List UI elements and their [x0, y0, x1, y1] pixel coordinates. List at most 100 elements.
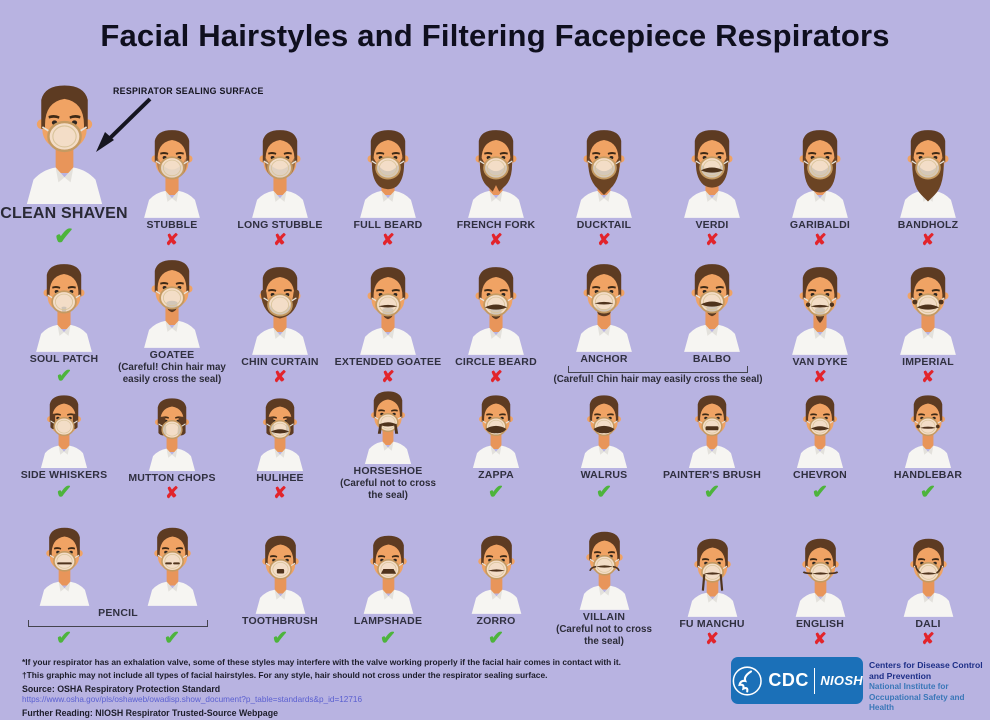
source-link[interactable]: https://www.osha.gov/pls/oshaweb/owadisp…: [22, 695, 363, 705]
style-label: EXTENDED GOATEE: [334, 356, 442, 368]
style-label: LAMPSHADE: [353, 615, 423, 627]
balbo-avatar: [684, 264, 740, 352]
style-cell-horseshoe: HORSESHOE (Careful not to cross the seal): [334, 388, 442, 502]
cross-icon: ✘: [921, 631, 935, 648]
logo-divider: [813, 667, 816, 694]
style-cell-ducktail: DUCKTAIL ✘: [550, 126, 658, 249]
cross-icon: ✘: [597, 232, 611, 249]
check-icon: ✔: [920, 482, 936, 503]
style-cell-verdi: VERDI ✘: [658, 126, 766, 249]
garibaldi-avatar: [792, 130, 848, 218]
style-cell-clean-shaven: CLEAN SHAVEN ✔: [0, 80, 128, 249]
villain-avatar: [579, 531, 629, 611]
style-label: VAN DYKE: [792, 356, 848, 368]
cross-icon: ✘: [705, 631, 719, 648]
style-label: IMPERIAL: [902, 356, 954, 368]
style-cell-lampshade: LAMPSHADE ✔: [334, 532, 442, 648]
org-text: Centers for Disease Control and Preventi…: [869, 660, 987, 713]
horseshoe-avatar: [364, 391, 412, 465]
style-cell-full-beard: FULL BEARD ✘: [334, 126, 442, 249]
check-icon: ✔: [164, 628, 180, 649]
styles-row-3: SIDE WHISKERS ✔ MUTTON CHOPS ✘ HULIHEE ✘ HORSE…: [10, 388, 982, 502]
style-cell-mutton-chops: MUTTON CHOPS ✘: [118, 395, 226, 502]
chevron-avatar: [796, 395, 844, 468]
cross-icon: ✘: [813, 232, 827, 249]
stubble-avatar: [144, 130, 200, 218]
style-cell-chin-curtain: CHIN CURTAIN ✘: [226, 263, 334, 386]
style-cell-hulihee: HULIHEE ✘: [226, 395, 334, 502]
annotation-arrow: [88, 94, 158, 158]
style-cell-fu-manchu: FU MANCHU ✘: [658, 535, 766, 648]
style-cell-english: ENGLISH ✘: [766, 535, 874, 648]
style-cell-zorro: ZORRO ✔: [442, 532, 550, 648]
group-avatars: ANCHOR BALBO: [550, 260, 766, 365]
circle-beard-avatar: [468, 267, 524, 355]
verdi-avatar: [684, 130, 740, 218]
style-cell-french-fork: FRENCH FORK ✘: [442, 126, 550, 249]
caution-note: (Careful! Chin hair may easily cross the…: [118, 362, 226, 386]
org-name-niosh: National Institute for Occupational Safe…: [869, 682, 965, 712]
cross-icon: ✘: [921, 369, 935, 386]
footnote-styles: †This graphic may not include all types …: [22, 669, 548, 680]
style-label: MUTTON CHOPS: [128, 472, 216, 484]
cdc-niosh-logo-box: CDC NIOSH: [731, 657, 863, 704]
style-cell-chevron: CHEVRON ✔: [766, 392, 874, 502]
cross-icon: ✘: [273, 232, 287, 249]
style-label: DUCKTAIL: [576, 219, 632, 231]
painters-brush-avatar: [688, 395, 736, 468]
check-icon: ✔: [380, 628, 396, 649]
pencil-b-avatar: [147, 527, 197, 606]
cross-icon: ✘: [273, 485, 287, 502]
ducktail-avatar: [576, 130, 632, 218]
style-label: FU MANCHU: [679, 618, 745, 630]
cross-icon: ✘: [813, 369, 827, 386]
style-label: SOUL PATCH: [29, 353, 99, 365]
style-label: FRENCH FORK: [456, 219, 536, 231]
style-cell-dali: DALI ✘: [874, 535, 982, 648]
further-reading-label: Further Reading: NIOSH Respirator Truste…: [22, 708, 278, 719]
style-label: CHEVRON: [793, 469, 847, 481]
style-group-anchor-balbo: ANCHOR BALBO (Careful! Chin hair may easil…: [550, 260, 766, 386]
style-label: ENGLISH: [795, 618, 845, 630]
toothbrush-avatar: [255, 535, 305, 614]
style-label: WALRUS: [580, 469, 628, 481]
clean-shaven-avatar: [26, 85, 102, 204]
mutton-chops-avatar: [148, 398, 196, 471]
style-label: TOOTHBRUSH: [242, 615, 318, 627]
style-cell-toothbrush: TOOTHBRUSH ✔: [226, 532, 334, 648]
anchor-avatar: [576, 264, 632, 352]
check-icon: ✔: [488, 628, 504, 649]
fu-manchu-avatar: [687, 538, 737, 617]
cross-icon: ✘: [165, 232, 179, 249]
cross-icon: ✘: [273, 369, 287, 386]
van-dyke-avatar: [792, 267, 848, 355]
org-name-cdc: Centers for Disease Control and Preventi…: [869, 660, 983, 681]
cross-icon: ✘: [165, 485, 179, 502]
styles-row-2: SOUL PATCH ✔ GOATEE (Careful! Chin hair may…: [10, 246, 982, 386]
caution-note: (Careful not to cross the seal): [556, 624, 652, 648]
style-cell-garibaldi: GARIBALDI ✘: [766, 126, 874, 249]
style-cell-soul-patch: SOUL PATCH ✔: [10, 260, 118, 386]
cross-icon: ✘: [489, 369, 503, 386]
style-label: GOATEE: [149, 349, 195, 362]
style-label: PENCIL: [98, 607, 138, 619]
style-label: HULIHEE: [256, 472, 304, 484]
style-cell-balbo: BALBO: [671, 260, 753, 365]
styles-row-1: CLEAN SHAVEN ✔ STUBBLE ✘ LONG STUBBLE ✘ FULL B…: [0, 80, 982, 249]
group-bracket: [568, 366, 748, 374]
style-label: STUBBLE: [146, 219, 198, 231]
style-label: LONG STUBBLE: [237, 219, 323, 231]
style-label: HORSESHOE: [353, 465, 423, 478]
caution-note: (Careful not to cross the seal): [340, 478, 436, 502]
side-whiskers-avatar: [40, 395, 88, 468]
group-bracket: [28, 620, 208, 627]
style-label: BANDHOLZ: [897, 219, 959, 231]
style-label: GARIBALDI: [789, 219, 851, 231]
caution-note: (Careful! Chin hair may easily cross the…: [553, 374, 763, 386]
cross-icon: ✘: [921, 232, 935, 249]
style-label: ZORRO: [476, 615, 516, 627]
check-icon: ✔: [812, 482, 828, 503]
goatee-avatar: [144, 260, 200, 349]
style-label: ZAPPA: [478, 469, 514, 481]
